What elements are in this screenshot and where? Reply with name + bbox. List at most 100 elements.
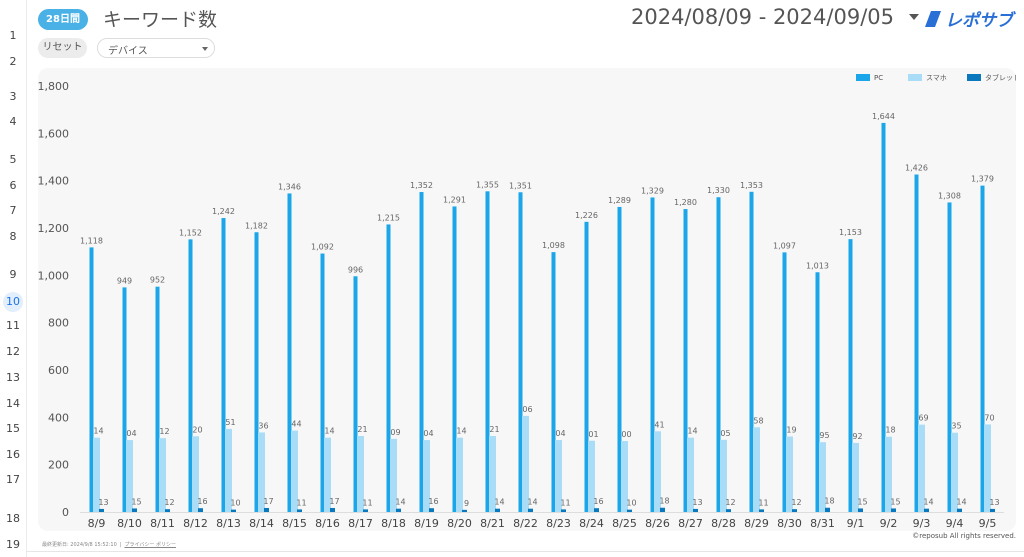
bar-tablet	[528, 508, 533, 512]
row-number-label: 14	[6, 397, 20, 410]
bar-pc	[386, 224, 391, 512]
y-tick-label: 400	[48, 411, 69, 424]
legend-label: スマホ	[926, 74, 947, 82]
data-label-smartphone: 51	[225, 418, 235, 427]
bar-tablet	[99, 508, 104, 512]
last-updated-text: 最終更新日: 2024/9/8 15:52:10	[42, 542, 117, 548]
data-label-smartphone: 06	[522, 405, 532, 414]
caret-down-icon[interactable]	[909, 14, 919, 20]
device-dropdown[interactable]: デバイス	[97, 38, 215, 58]
bar-pc	[815, 272, 820, 512]
data-label-pc: 1,352	[410, 181, 433, 190]
row-number-15: 15	[0, 419, 26, 439]
bar-smartphone	[258, 432, 265, 512]
bar-tablet	[759, 509, 764, 512]
bar-smartphone	[588, 440, 595, 512]
bar-smartphone	[555, 440, 562, 512]
data-label-smartphone: 20	[192, 425, 202, 434]
y-tick-label: 600	[48, 364, 69, 377]
data-label-pc: 1,351	[509, 181, 532, 190]
x-tick-label: 8/29	[744, 517, 769, 530]
legend-swatch-tablet	[967, 74, 981, 81]
bar-pc	[617, 206, 622, 513]
reset-button[interactable]: リセット	[38, 38, 87, 58]
period-badge[interactable]: 28日間	[38, 9, 88, 30]
row-number-gutter: 1 2 3 4 5 6 7 8 9 10 11 12 13 14 15 16 17 18 19	[0, 0, 27, 557]
bar-pc	[980, 185, 985, 512]
data-label-smartphone: 14	[324, 427, 334, 436]
x-tick-label: 8/18	[381, 517, 406, 530]
x-tick-label: 9/2	[880, 517, 898, 530]
row-number-label: 4	[9, 115, 17, 128]
row-number-5: 5	[0, 150, 26, 170]
bar-pc	[716, 197, 721, 512]
row-number-11: 11	[0, 316, 26, 336]
data-label-smartphone: 41	[654, 420, 664, 429]
data-label-pc: 1,182	[245, 221, 268, 230]
y-tick-label: 200	[48, 459, 69, 472]
bar-pc	[584, 221, 589, 512]
bar-smartphone	[819, 442, 826, 512]
dropdown-arrow-icon	[202, 47, 208, 51]
bar-smartphone	[654, 431, 661, 512]
x-tick-label: 9/3	[913, 517, 931, 530]
row-number-4: 4	[0, 112, 26, 132]
bar-tablet	[132, 508, 137, 512]
bar-smartphone	[192, 436, 199, 512]
x-tick-label: 8/31	[810, 517, 835, 530]
data-label-smartphone: 36	[258, 421, 268, 430]
data-label-pc: 1,644	[872, 112, 895, 121]
data-label-smartphone: 00	[621, 430, 631, 439]
x-tick-label: 8/10	[117, 517, 142, 530]
row-number-label: 11	[6, 319, 20, 332]
row-number-label: 2	[9, 55, 17, 68]
date-range-picker[interactable]: 2024/08/09 - 2024/09/05	[630, 5, 894, 29]
chart-panel: 0 200 400 600 800 1,000 1,200 1,400 1,600 1,800 1,…	[38, 68, 1016, 531]
data-label-tablet: 17	[329, 497, 339, 506]
data-label-smartphone: 14	[456, 427, 466, 436]
keyword-count-bar-chart: 02004006008001,0001,2001,4001,6001,8001,…	[38, 73, 1016, 530]
bar-tablet	[792, 509, 797, 512]
data-label-tablet: 14	[956, 498, 966, 507]
bar-tablet	[231, 509, 236, 512]
bar-tablet	[726, 509, 731, 512]
x-tick-label: 8/23	[546, 517, 571, 530]
row-number-13: 13	[0, 368, 26, 388]
data-label-pc: 1,291	[443, 195, 466, 204]
y-tick-label: 1,800	[38, 80, 69, 93]
data-label-pc: 1,226	[575, 211, 598, 220]
bar-pc	[452, 206, 457, 513]
data-label-tablet: 14	[395, 498, 405, 507]
bar-smartphone	[687, 437, 694, 512]
data-label-tablet: 12	[725, 498, 735, 507]
row-number-12: 12	[0, 342, 26, 362]
bar-smartphone	[423, 440, 430, 512]
row-number-label: 10	[3, 292, 23, 312]
data-label-pc: 1,330	[707, 186, 730, 195]
x-tick-label: 8/12	[183, 517, 208, 530]
data-label-smartphone: 19	[786, 426, 796, 435]
bar-tablet	[198, 508, 203, 512]
data-label-smartphone: 04	[423, 429, 433, 438]
bar-tablet	[330, 507, 335, 512]
bar-tablet	[297, 509, 302, 512]
data-label-tablet: 14	[527, 498, 537, 507]
bar-tablet	[363, 509, 368, 512]
row-number-label: 15	[6, 422, 20, 435]
privacy-policy-link[interactable]: プライバシー ポリシー	[124, 542, 176, 548]
x-tick-label: 8/11	[150, 517, 175, 530]
data-label-smartphone: 44	[291, 420, 301, 429]
row-number-8: 8	[0, 227, 26, 247]
bar-tablet	[561, 509, 566, 512]
data-label-pc: 952	[150, 276, 165, 285]
copyright-text: ©reposub All rights reserved.	[912, 532, 1016, 540]
data-label-tablet: 16	[197, 497, 207, 506]
data-label-tablet: 15	[890, 497, 900, 506]
y-tick-label: 0	[62, 506, 69, 519]
y-tick-label: 1,200	[38, 222, 69, 235]
page-title: キーワード数	[103, 9, 218, 31]
y-tick-label: 1,600	[38, 127, 69, 140]
bar-tablet	[693, 508, 698, 512]
y-tick-label: 1,000	[38, 269, 69, 282]
row-number-6: 6	[0, 176, 26, 196]
